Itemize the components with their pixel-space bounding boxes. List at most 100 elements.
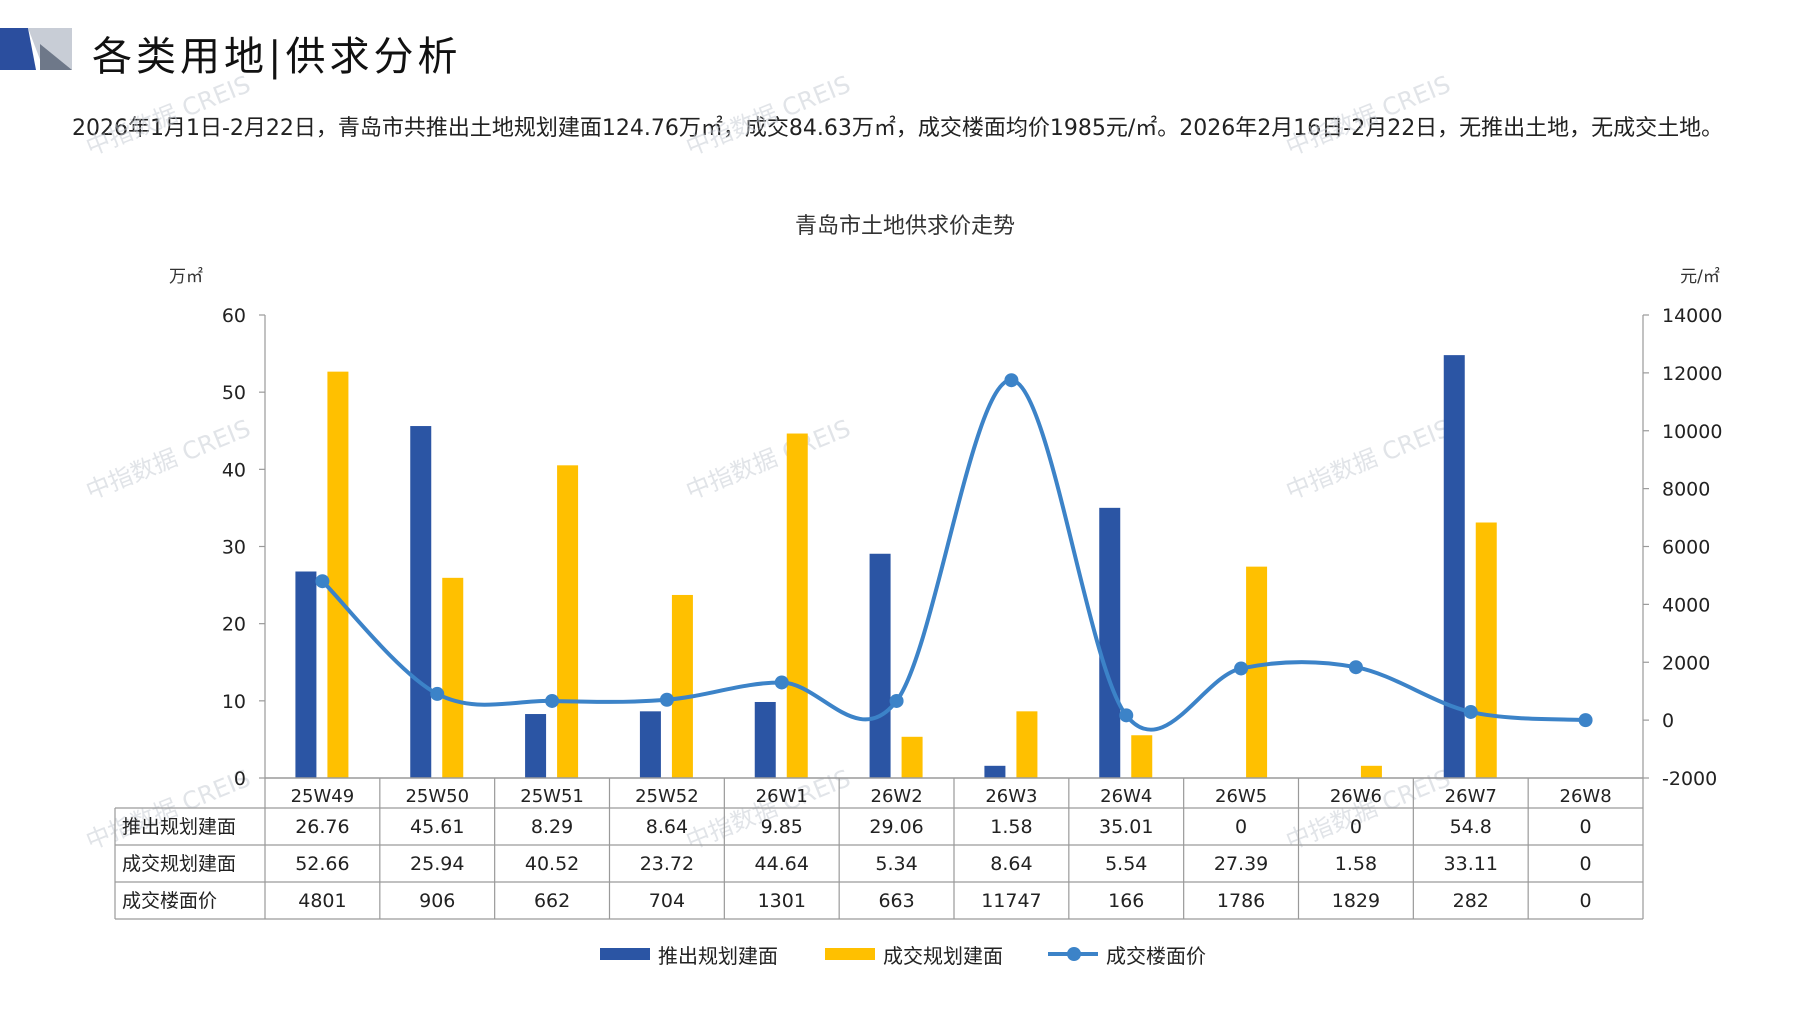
chart-legend: 推出规划建面 成交规划建面 成交楼面价 [0,940,1797,970]
left-axis-tick-label: 60 [222,305,246,327]
price-point [1348,660,1363,675]
bar-supply [1099,507,1121,778]
chart-title: 青岛市土地供求价走势 [795,214,1015,239]
bar-deal [1016,711,1038,778]
table-cell: 26.76 [295,816,349,838]
right-axis-tick-label: 0 [1662,710,1674,732]
x-axis-tick-label: 25W51 [520,786,584,807]
x-axis-tick-label: 26W5 [1215,786,1267,807]
price-point [430,686,445,701]
bar-supply [525,714,547,778]
left-axis-tick-label: 50 [222,382,246,404]
table-cell: 663 [878,890,914,912]
page-header: 各类用地|供求分析 [0,18,1797,80]
legend-bar-swatch [600,948,650,960]
table-cell: 1829 [1332,890,1380,912]
price-point [1004,373,1019,388]
table-cell: 166 [1108,890,1144,912]
table-cell: 906 [419,890,455,912]
table-cell: 33.11 [1444,853,1498,875]
table-row-header: 成交规划建面 [122,853,236,875]
right-axis-tick-label: 8000 [1662,479,1710,501]
right-axis-tick-label: 14000 [1662,305,1722,327]
left-axis-tick-label: 40 [222,459,246,481]
price-point [1234,661,1249,676]
price-point [1463,704,1478,719]
table-cell: 0 [1350,816,1362,838]
legend-marker-icon [1067,947,1081,961]
bar-deal [901,736,923,778]
bar-supply [984,765,1006,778]
table-cell: 52.66 [295,853,349,875]
right-axis-tick-label: 12000 [1662,363,1722,385]
x-axis-tick-label: 26W3 [985,786,1037,807]
x-axis-tick-label: 25W49 [291,786,355,807]
bar-deal [327,371,349,778]
table-cell: 704 [649,890,685,912]
bar-supply [410,426,432,778]
table-cell: 8.64 [646,816,688,838]
table-cell: 8.29 [531,816,573,838]
bar-deal [786,433,808,778]
table-cell: 9.85 [761,816,803,838]
table-cell: 11747 [981,890,1041,912]
price-point [774,675,789,690]
bar-deal [1360,765,1382,778]
price-point [659,692,674,707]
table-cell: 23.72 [640,853,694,875]
bar-deal [557,465,579,778]
table-cell: 0 [1580,816,1592,838]
bar-supply [639,711,661,778]
table-cell: 662 [534,890,570,912]
legend-label: 成交规划建面 [883,944,1003,968]
bar-supply [869,553,891,778]
table-cell: 54.8 [1450,816,1492,838]
bar-supply [754,701,776,778]
table-cell: 40.52 [525,853,579,875]
left-axis-tick-label: 10 [222,691,246,713]
left-axis-tick-label: 30 [222,537,246,559]
right-axis-tick-label: -2000 [1662,768,1717,790]
legend-bar-swatch [825,948,875,960]
legend-line-swatch [1048,947,1098,961]
price-line [321,378,1586,732]
table-cell: 1786 [1217,890,1265,912]
table-cell: 4801 [298,890,346,912]
table-cell: 5.34 [875,853,917,875]
table-cell: 282 [1453,890,1489,912]
table-cell: 0 [1580,853,1592,875]
table-cell: 25.94 [410,853,464,875]
bar-deal [442,577,464,778]
right-axis-tick-label: 4000 [1662,594,1710,616]
legend-label: 成交楼面价 [1106,944,1206,968]
table-cell: 45.61 [410,816,464,838]
price-point [889,693,904,708]
bar-deal [1246,566,1268,778]
bar-deal [671,594,693,778]
price-point [545,693,560,708]
right-axis-unit: 元/㎡ [1680,267,1720,287]
x-axis-tick-label: 26W8 [1560,786,1612,807]
right-axis-tick-label: 2000 [1662,652,1710,674]
table-cell: 29.06 [869,816,923,838]
x-axis-tick-label: 26W6 [1330,786,1382,807]
summary-text: 2026年1月1日-2月22日，青岛市共推出土地规划建面124.76万㎡，成交8… [72,116,1724,141]
right-axis-tick-label: 6000 [1662,537,1710,559]
x-axis-tick-label: 26W4 [1100,786,1152,807]
x-axis-tick-label: 25W52 [635,786,699,807]
table-cell: 44.64 [755,853,809,875]
left-axis-unit: 万㎡ [169,267,203,287]
right-axis-tick-label: 10000 [1662,421,1722,443]
page-title: 各类用地|供求分析 [92,34,462,80]
table-cell: 0 [1580,890,1592,912]
table-cell: 27.39 [1214,853,1268,875]
table-row-header: 推出规划建面 [122,816,236,838]
x-axis-tick-label: 26W2 [871,786,923,807]
bar-supply [295,571,317,778]
table-cell: 5.54 [1105,853,1147,875]
table-cell: 1.58 [990,816,1032,838]
x-axis-tick-label: 26W7 [1445,786,1497,807]
table-cell: 35.01 [1099,816,1153,838]
price-point [1578,713,1593,728]
table-row-header: 成交楼面价 [122,890,217,912]
